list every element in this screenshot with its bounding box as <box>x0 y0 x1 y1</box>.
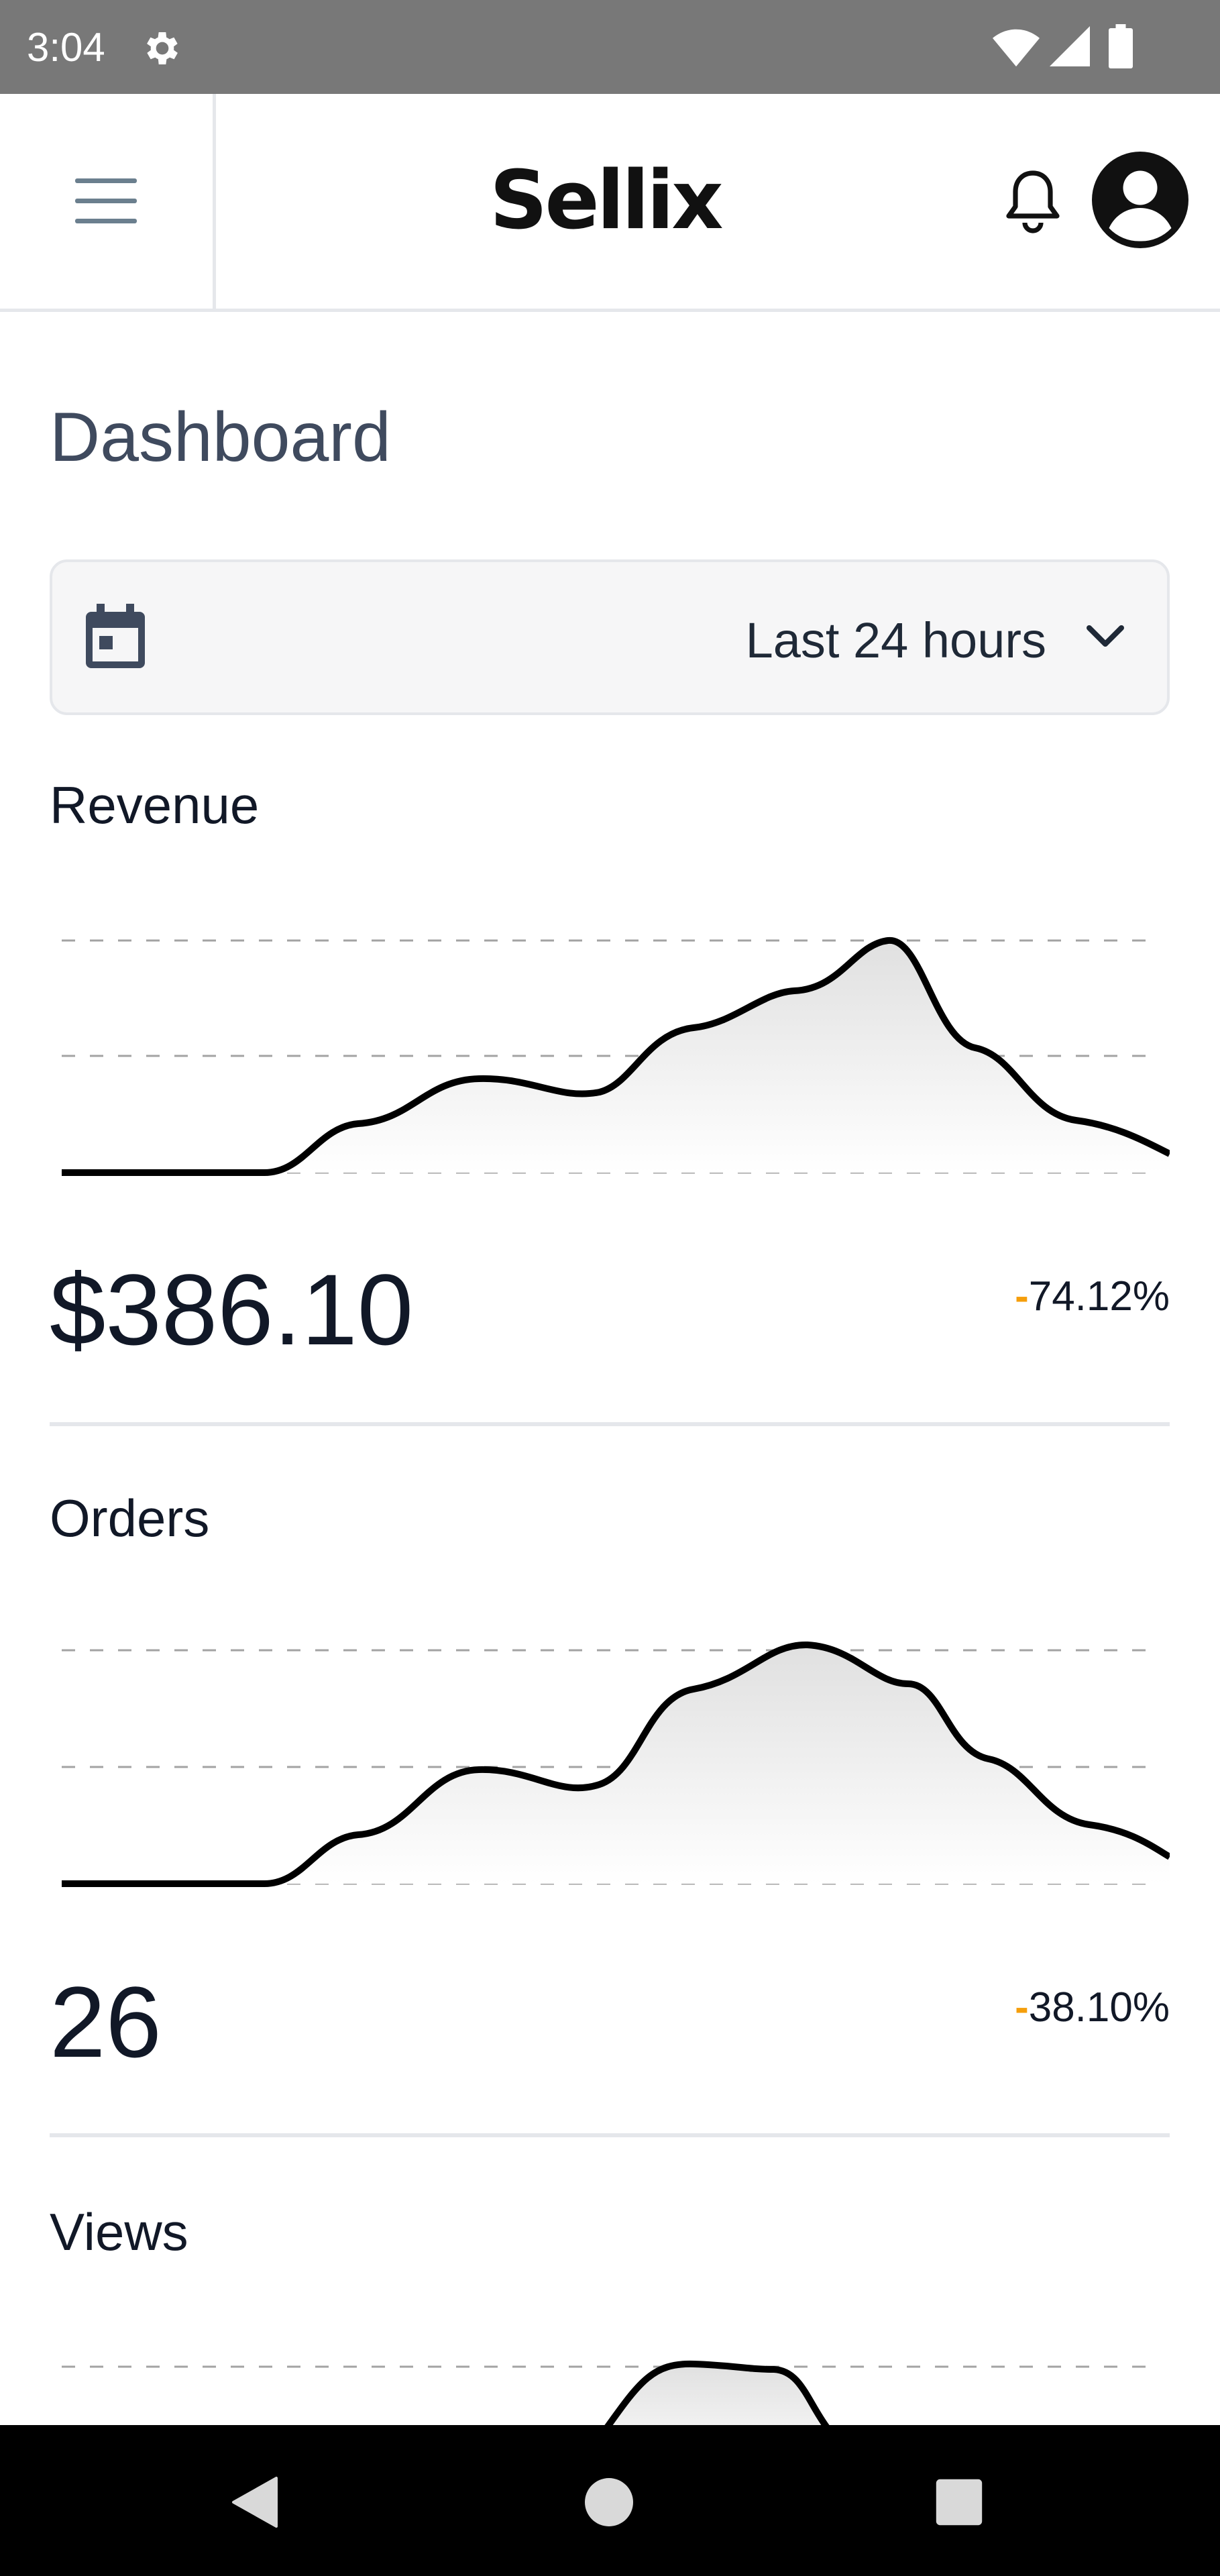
divider <box>50 2133 1170 2137</box>
battery-icon <box>1109 24 1133 68</box>
status-time: 3:04 <box>27 25 105 70</box>
orders-line <box>62 1641 1170 1887</box>
bell-icon[interactable] <box>999 166 1066 236</box>
menu-icon[interactable] <box>75 178 137 224</box>
sellix-logo[interactable]: Sellix <box>490 154 724 248</box>
avatar-icon[interactable] <box>1092 152 1188 248</box>
date-range-label[interactable]: Last 24 hours <box>745 612 1046 668</box>
signal-icon <box>1050 26 1090 66</box>
wifi-icon <box>993 29 1040 67</box>
menu-button[interactable] <box>0 94 216 309</box>
orders-area <box>62 1644 1170 1884</box>
back-icon[interactable] <box>228 2475 282 2529</box>
recents-icon[interactable] <box>934 2477 985 2528</box>
orders-chart <box>62 1641 1170 1887</box>
views-label: Views <box>50 2202 188 2261</box>
divider <box>50 1422 1170 1426</box>
views-line <box>604 2360 830 2425</box>
page-title: Dashboard <box>50 398 391 476</box>
revenue-area <box>62 940 1170 1173</box>
date-range-select[interactable] <box>50 559 1170 715</box>
calendar-icon <box>86 604 145 668</box>
orders-label: Orders <box>50 1489 210 1548</box>
revenue-line <box>62 936 1170 1176</box>
orders-change-percent: 38.10% <box>1028 1984 1170 2031</box>
home-icon[interactable] <box>582 2475 636 2529</box>
revenue-chart <box>62 936 1170 1176</box>
views-chart <box>62 2360 1158 2425</box>
negative-change-dash: - <box>1015 1273 1029 1320</box>
chevron-down-icon[interactable] <box>1085 623 1125 652</box>
orders-value: 26 <box>50 1966 162 2078</box>
revenue-value: $386.10 <box>50 1253 414 1366</box>
revenue-change: -74.12% <box>872 1273 1170 1320</box>
orders-change: -38.10% <box>872 1984 1170 2031</box>
negative-change-dash: - <box>1015 1984 1029 2031</box>
revenue-change-percent: 74.12% <box>1028 1273 1170 1320</box>
revenue-label: Revenue <box>50 775 260 835</box>
gear-icon <box>147 32 178 64</box>
views-area <box>608 2363 826 2425</box>
